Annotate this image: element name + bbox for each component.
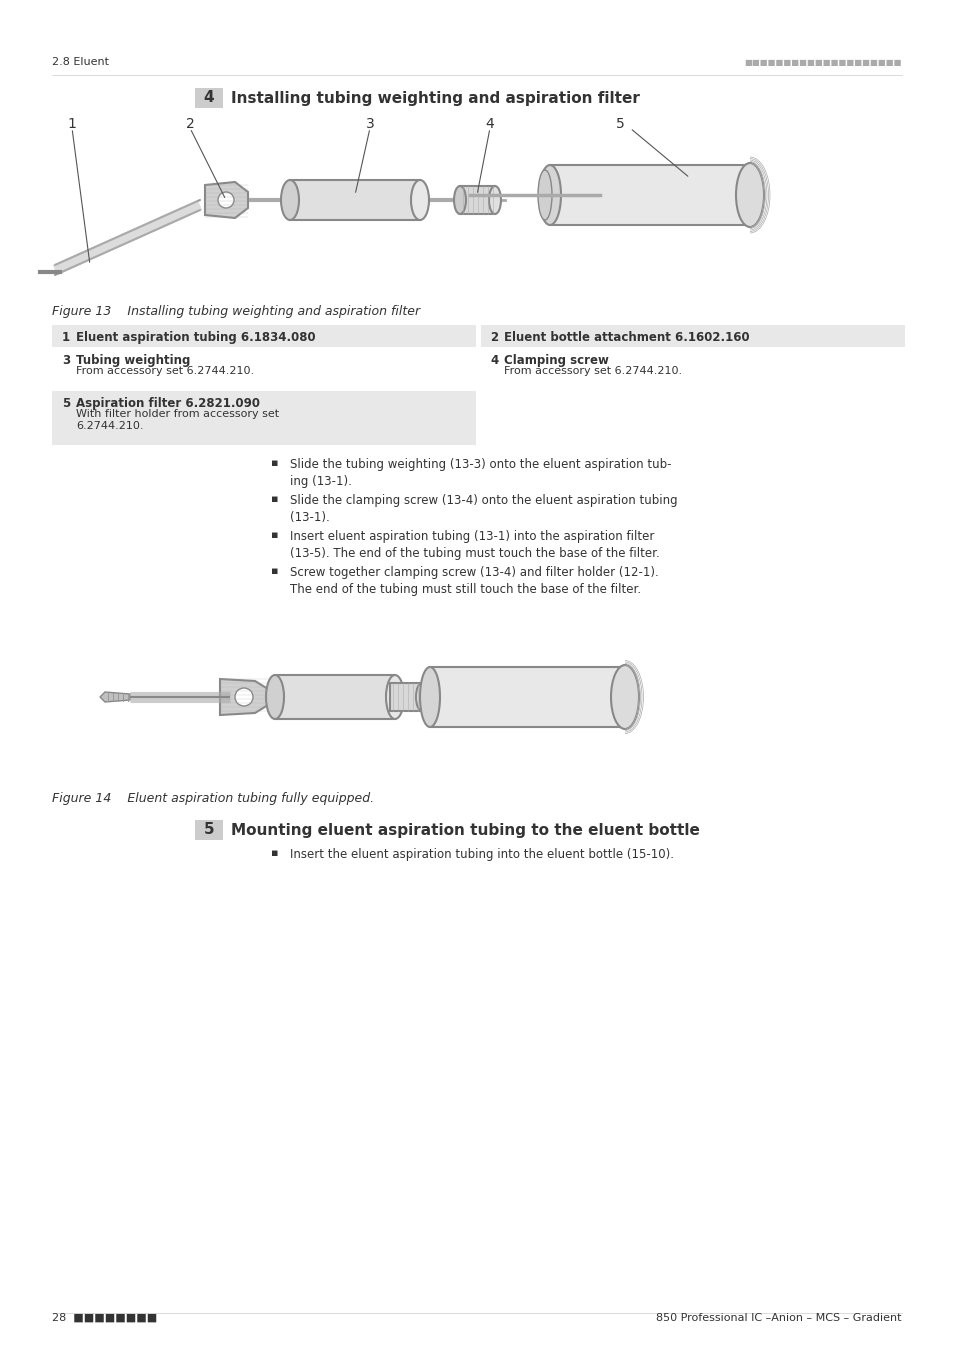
Text: 5: 5 [615,117,623,131]
Text: Eluent bottle attachment 6.1602.160: Eluent bottle attachment 6.1602.160 [503,331,749,344]
Text: ▪: ▪ [271,848,278,859]
Text: Insert eluent aspiration tubing (13-1) into the aspiration filter
(13-5). The en: Insert eluent aspiration tubing (13-1) i… [290,531,659,560]
Ellipse shape [538,165,560,225]
Text: Aspiration filter 6.2821.090: Aspiration filter 6.2821.090 [76,397,260,410]
Bar [52,348,476,390]
Bar [52,392,476,446]
Text: ■■■■■■■■■■■■■■■■■■■■: ■■■■■■■■■■■■■■■■■■■■ [743,58,901,66]
Ellipse shape [735,163,763,227]
Text: 2: 2 [186,117,194,131]
Polygon shape [205,182,248,217]
Ellipse shape [411,180,429,220]
Bar [480,325,904,347]
Text: Mounting eluent aspiration tubing to the eluent bottle: Mounting eluent aspiration tubing to the… [231,822,700,837]
Bar [274,675,395,720]
Ellipse shape [281,180,298,220]
Text: 2: 2 [490,331,497,344]
Circle shape [234,688,253,706]
Text: Insert the eluent aspiration tubing into the eluent bottle (15-10).: Insert the eluent aspiration tubing into… [290,848,673,861]
Bar [459,186,495,215]
Text: With filter holder from accessory set
6.2744.210.: With filter holder from accessory set 6.… [76,409,279,431]
Bar [52,325,476,347]
Text: Slide the clamping screw (13-4) onto the eluent aspiration tubing
(13-1).: Slide the clamping screw (13-4) onto the… [290,494,677,524]
Ellipse shape [454,186,465,215]
FancyBboxPatch shape [194,88,223,108]
Bar [480,348,904,390]
Ellipse shape [537,170,552,220]
Text: Screw together clamping screw (13-4) and filter holder (12-1).
The end of the tu: Screw together clamping screw (13-4) and… [290,566,659,595]
Ellipse shape [610,666,639,729]
Text: 3: 3 [62,354,71,367]
Text: Tubing weighting: Tubing weighting [76,354,191,367]
Ellipse shape [419,667,439,728]
Text: ▪: ▪ [271,531,278,540]
Text: 2.8 Eluent: 2.8 Eluent [52,57,109,68]
Text: 850 Professional IC –Anion – MCS – Gradient: 850 Professional IC –Anion – MCS – Gradi… [656,1314,901,1323]
Text: Slide the tubing weighting (13-3) onto the eluent aspiration tub-
ing (13-1).: Slide the tubing weighting (13-3) onto t… [290,458,671,487]
Text: Figure 14    Eluent aspiration tubing fully equipped.: Figure 14 Eluent aspiration tubing fully… [52,792,374,805]
Text: 1: 1 [68,117,76,131]
Text: From accessory set 6.2744.210.: From accessory set 6.2744.210. [76,366,253,377]
Text: ▪: ▪ [271,494,278,504]
Polygon shape [100,693,130,702]
Text: ▪: ▪ [271,566,278,576]
Text: Installing tubing weighting and aspiration filter: Installing tubing weighting and aspirati… [231,90,639,105]
Text: 1: 1 [62,331,71,344]
Bar [430,667,624,728]
Text: Figure 13    Installing tubing weighting and aspiration filter: Figure 13 Installing tubing weighting an… [52,305,419,319]
Text: 5: 5 [62,397,71,410]
Bar [290,180,419,220]
Text: 28  ■■■■■■■■: 28 ■■■■■■■■ [52,1314,157,1323]
Text: From accessory set 6.2744.210.: From accessory set 6.2744.210. [503,366,681,377]
Text: 4: 4 [204,90,214,105]
Text: Eluent aspiration tubing 6.1834.080: Eluent aspiration tubing 6.1834.080 [76,331,315,344]
Polygon shape [220,679,268,716]
Ellipse shape [386,675,403,720]
Text: 5: 5 [204,822,214,837]
FancyBboxPatch shape [194,819,223,840]
Text: 4: 4 [485,117,494,131]
Ellipse shape [489,186,500,215]
Text: 3: 3 [365,117,374,131]
Ellipse shape [266,675,284,720]
Ellipse shape [416,683,428,711]
Text: Clamping screw: Clamping screw [503,354,608,367]
Bar [390,683,421,711]
Text: ▪: ▪ [271,458,278,468]
Circle shape [218,192,233,208]
Text: 4: 4 [490,354,497,367]
Bar [550,165,749,225]
